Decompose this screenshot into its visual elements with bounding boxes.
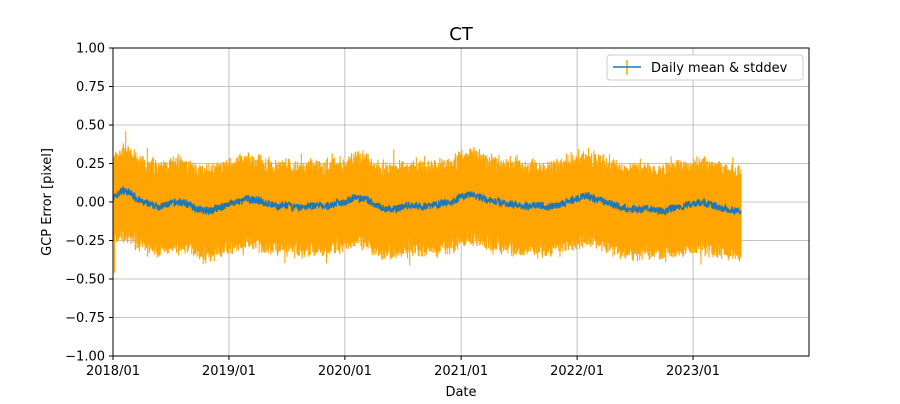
x-tick-label: 2023/01 bbox=[666, 364, 720, 379]
y-tick-label: −1.00 bbox=[65, 350, 105, 365]
mean-line-series bbox=[112, 186, 742, 216]
x-tick-label: 2018/01 bbox=[86, 364, 140, 379]
y-tick-label: −0.25 bbox=[65, 234, 105, 249]
y-tick-label: 0.50 bbox=[76, 119, 105, 134]
x-tick-label: 2021/01 bbox=[434, 364, 488, 379]
x-axis-label: Date bbox=[445, 385, 476, 400]
x-tick-label: 2019/01 bbox=[202, 364, 256, 379]
y-axis-label: GCP Error [pixel] bbox=[40, 148, 55, 256]
y-tick-label: 0.25 bbox=[76, 157, 105, 172]
legend-box bbox=[606, 54, 804, 81]
stddev-error-bars bbox=[112, 131, 742, 273]
axis-ticks: 1.00 0.75 0.50 0.25 0.00 −0.25 −0.50 −0.75 −1.00… bbox=[65, 42, 720, 380]
legend: Daily mean & stddev bbox=[606, 54, 804, 81]
y-tick-label: 1.00 bbox=[76, 42, 105, 57]
mean-line bbox=[112, 186, 742, 216]
y-tick-label: −0.50 bbox=[65, 273, 105, 288]
y-tick-label: 0.75 bbox=[76, 80, 105, 95]
x-tick-label: 2022/01 bbox=[550, 364, 604, 379]
chart-title: CT bbox=[449, 24, 474, 45]
y-tick-label: 0.00 bbox=[76, 196, 105, 211]
x-tick-label: 2020/01 bbox=[318, 364, 372, 379]
y-tick-label: −0.75 bbox=[65, 311, 105, 326]
legend-label: Daily mean & stddev bbox=[651, 61, 788, 76]
